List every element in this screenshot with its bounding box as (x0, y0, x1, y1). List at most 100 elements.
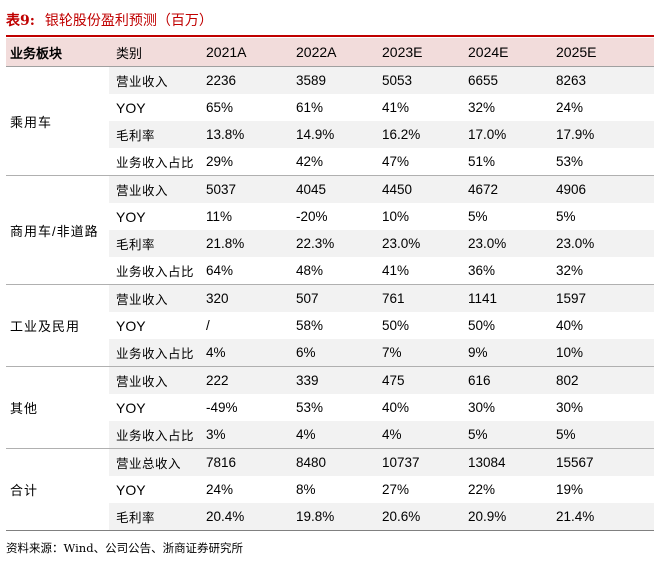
category-cell: YOY (116, 399, 146, 416)
value-cell: 8480 (296, 448, 382, 476)
value-cell: 5% (556, 209, 576, 224)
value-cell: 41% (382, 257, 468, 285)
value-cell: 24% (206, 482, 234, 497)
value-cell: 5053 (382, 66, 468, 94)
value-cell: 42% (296, 148, 382, 176)
value-cell: 10% (382, 209, 410, 224)
category-cell: 营业收入 (109, 366, 206, 394)
category-cell: 业务收入占比 (109, 421, 206, 449)
value-cell: 8263 (556, 66, 654, 94)
value-cell: 23.0% (382, 230, 468, 257)
value-cell: 5% (556, 421, 654, 449)
value-cell: 4450 (382, 175, 468, 203)
table-row: 业务收入占比 64% 48% 41% 36% 32% (6, 257, 654, 285)
header-segment: 业务板块 (6, 38, 109, 67)
table-row: 商用车/非道路 营业收入 5037 4045 4450 4672 4906 (6, 175, 654, 285)
value-cell: 64% (206, 257, 296, 285)
value-cell: 13084 (468, 448, 556, 476)
category-cell: 营业收入 (109, 175, 206, 203)
value-cell: 475 (382, 366, 468, 394)
value-cell: 19% (556, 482, 584, 497)
value-cell: 616 (468, 366, 556, 394)
title-rule (6, 35, 654, 37)
source-note: 资料来源：Wind、公司公告、浙商证券研究所 (6, 541, 244, 555)
value-cell: 19.8% (296, 503, 382, 531)
header-row: 业务板块 类别 2021A 2022A 2023E 2024E 2025E (6, 38, 654, 67)
value-cell: 6655 (468, 66, 556, 94)
table-row: 毛利率 13.8% 14.9% 16.2% 17.0% 17.9% (6, 121, 654, 148)
value-cell: 24% (556, 100, 584, 115)
table-title: 表9: 银轮股份盈利预测（百万） (6, 8, 654, 34)
header-year: 2023E (382, 38, 468, 67)
header-category: 类别 (109, 38, 206, 67)
value-cell: 47% (382, 148, 468, 176)
table-title-text: 银轮股份盈利预测（百万） (44, 13, 213, 29)
value-cell: 4672 (468, 175, 556, 203)
table-row: YOY 24% 8% 27% 22% 19% (6, 476, 654, 503)
category-cell: 毛利率 (109, 121, 206, 148)
value-cell: 4% (206, 339, 296, 367)
table-row: 业务收入占比 29% 42% 47% 51% 53% (6, 148, 654, 176)
value-cell: 21.4% (556, 503, 654, 531)
segment-cell: 合计 (6, 448, 109, 531)
value-cell: 50% (382, 318, 410, 333)
value-cell: 32% (468, 100, 496, 115)
category-cell: YOY (116, 208, 146, 225)
value-cell: 3% (206, 421, 296, 449)
value-cell: 53% (556, 148, 654, 176)
category-cell: 营业收入 (109, 66, 206, 94)
table-row: 业务收入占比 4% 6% 7% 9% 10% (6, 339, 654, 367)
header-year: 2024E (468, 38, 556, 67)
value-cell: 30% (468, 400, 496, 415)
value-cell: 5% (468, 209, 488, 224)
value-cell: 17.9% (556, 121, 654, 148)
value-cell: 23.0% (468, 230, 556, 257)
value-cell: 9% (468, 339, 556, 367)
value-cell: 7% (382, 339, 468, 367)
category-cell: YOY (116, 317, 146, 334)
segment-cell: 乘用车 (6, 66, 109, 176)
table-row: 其他 营业收入 222 339 475 616 802 (6, 366, 654, 449)
value-cell: 5037 (206, 175, 296, 203)
value-cell: 58% (296, 318, 324, 333)
value-cell: / (206, 318, 210, 333)
value-cell: 23.0% (556, 230, 654, 257)
value-cell: 761 (382, 284, 468, 312)
table-row: 毛利率 20.4% 19.8% 20.6% 20.9% 21.4% (6, 503, 654, 531)
table-row: YOY 65% 61% 41% 32% 24% (6, 94, 654, 121)
forecast-table: 业务板块 类别 2021A 2022A 2023E 2024E 2025E 乘用… (6, 38, 654, 531)
value-cell: 13.8% (206, 121, 296, 148)
value-cell: 222 (206, 366, 296, 394)
value-cell: -20% (296, 209, 328, 224)
category-cell: YOY (116, 99, 146, 116)
value-cell: 4045 (296, 175, 382, 203)
value-cell: 27% (382, 482, 410, 497)
value-cell: 30% (556, 400, 584, 415)
value-cell: 40% (382, 400, 410, 415)
value-cell: 41% (382, 100, 410, 115)
table-row: 毛利率 21.8% 22.3% 23.0% 23.0% 23.0% (6, 230, 654, 257)
category-cell: 毛利率 (109, 230, 206, 257)
segment-cell: 工业及民用 (6, 284, 109, 367)
value-cell: 22% (468, 482, 496, 497)
value-cell: 22.3% (296, 230, 382, 257)
category-cell: YOY (116, 481, 146, 498)
value-cell: 10% (556, 339, 654, 367)
value-cell: 11% (206, 209, 233, 224)
category-cell: 毛利率 (109, 503, 206, 531)
value-cell: 14.9% (296, 121, 382, 148)
value-cell: 20.4% (206, 503, 296, 531)
table-number: 表9: (6, 13, 35, 29)
value-cell: 10737 (382, 448, 468, 476)
value-cell: 53% (296, 400, 324, 415)
table-row: 业务收入占比 3% 4% 4% 5% 5% (6, 421, 654, 449)
value-cell: 1597 (556, 284, 654, 312)
table-row: YOY -49% 53% 40% 30% 30% (6, 394, 654, 421)
value-cell: 4% (382, 421, 468, 449)
value-cell: 320 (206, 284, 296, 312)
value-cell: 29% (206, 148, 296, 176)
value-cell: 3589 (296, 66, 382, 94)
value-cell: 1141 (468, 284, 556, 312)
value-cell: 65% (206, 100, 234, 115)
value-cell: 48% (296, 257, 382, 285)
